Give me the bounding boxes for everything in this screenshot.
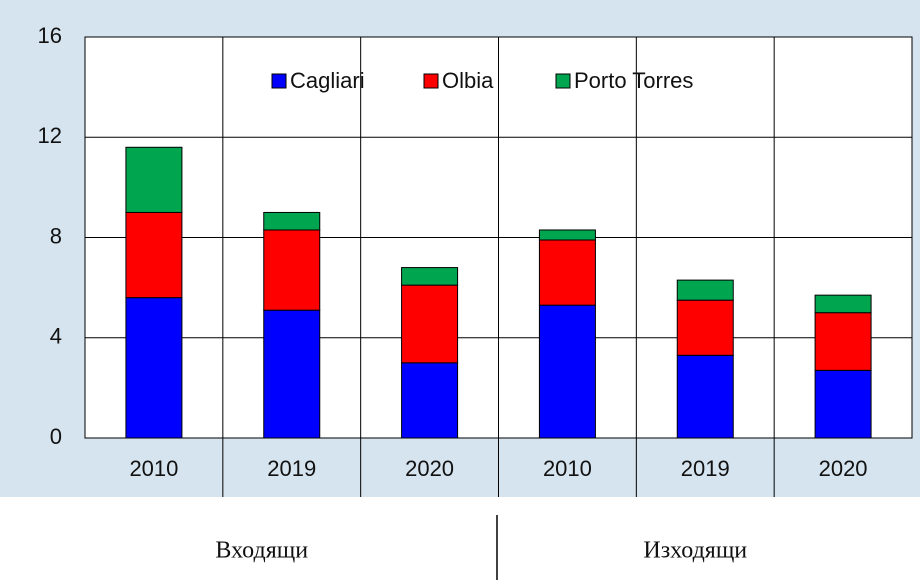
bar-segment <box>814 369 872 439</box>
bar-segment <box>125 297 183 439</box>
bar-segment <box>538 229 596 241</box>
y-tick-label: 16 <box>38 23 62 48</box>
bar-segment <box>538 239 596 306</box>
x-tick-label: 2010 <box>543 456 592 481</box>
legend-label: Porto Torres <box>574 68 693 93</box>
bar-segment <box>263 229 321 311</box>
bar-segment <box>538 304 596 439</box>
bar-segment <box>401 362 459 439</box>
legend-label: Olbia <box>442 68 494 93</box>
bar-segment <box>814 312 872 371</box>
bar-segment <box>401 267 459 286</box>
bar-segment <box>676 279 734 301</box>
bar-segment <box>263 309 321 439</box>
bar-segment <box>401 284 459 364</box>
bar-segment <box>814 294 872 314</box>
bar-segment <box>676 299 734 356</box>
y-tick-label: 0 <box>50 424 62 449</box>
y-tick-label: 8 <box>50 223 62 248</box>
group-label: Изходящи <box>643 538 747 564</box>
x-tick-label: 2019 <box>267 456 316 481</box>
x-tick-label: 2020 <box>819 456 868 481</box>
x-tick-label: 2019 <box>681 456 730 481</box>
bar-segment <box>125 211 183 299</box>
bar-segment <box>263 211 321 231</box>
y-tick-label: 12 <box>38 123 62 148</box>
bar-segment <box>125 146 183 213</box>
legend-swatch <box>271 73 287 89</box>
group-label: Входящи <box>215 538 308 564</box>
y-tick-label: 4 <box>50 324 62 349</box>
x-tick-label: 2020 <box>405 456 454 481</box>
bar-segment <box>676 354 734 439</box>
x-tick-label: 2010 <box>129 456 178 481</box>
legend-label: Cagliari <box>290 68 365 93</box>
legend-swatch <box>555 73 571 89</box>
legend-swatch <box>423 73 439 89</box>
